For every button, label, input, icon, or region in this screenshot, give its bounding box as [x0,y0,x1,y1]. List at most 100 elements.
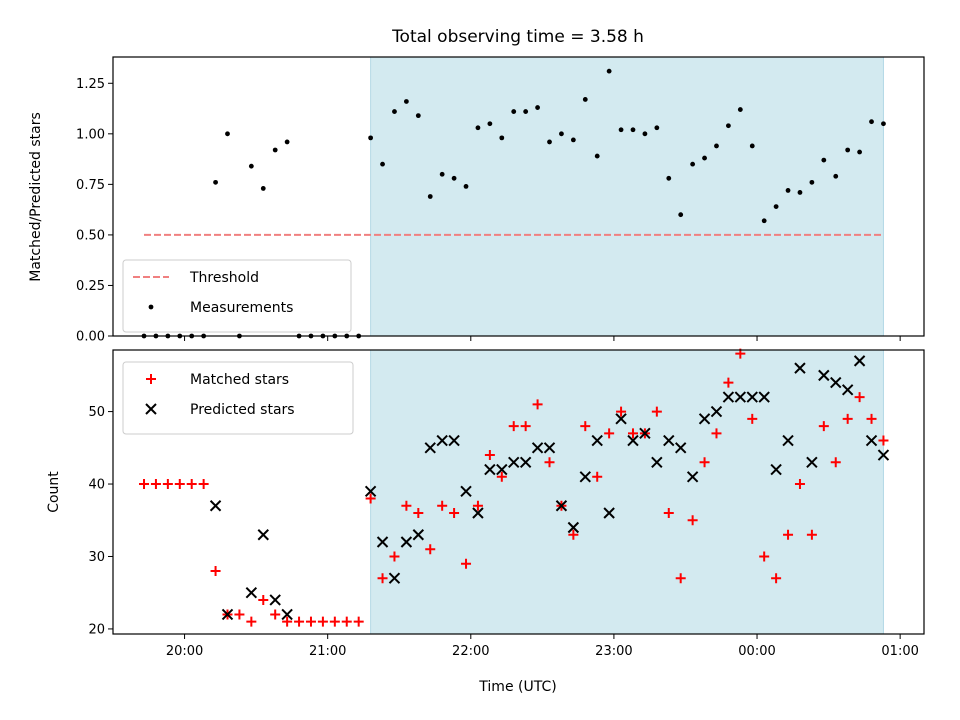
bottom-point-matched-stars [187,479,197,489]
top-observing-window [371,57,884,336]
top-point-measurements [416,113,421,118]
top-point-measurements [273,148,278,153]
bottom-point-predicted-stars [258,530,268,540]
top-point-measurements [452,176,457,181]
top-point-measurements [464,184,469,189]
top-point-measurements [285,140,290,145]
bottom-point-matched-stars [163,479,173,489]
bottom-observing-window [371,350,884,634]
top-point-measurements [738,107,743,112]
bottom-point-matched-stars [175,479,185,489]
bottom-point-matched-stars [306,617,316,627]
top-point-measurements [523,109,528,114]
top-point-measurements [833,174,838,179]
top-panel: 0.00 0.25 0.50 0.75 1.00 1.25 Threshold Measure… [76,57,924,345]
bottom-point-matched-stars [139,479,149,489]
top-point-measurements [583,97,588,102]
top-point-measurements [714,144,719,149]
top-point-measurements [619,127,624,132]
bottom-point-matched-stars [342,617,352,627]
x-tick-label: 22:00 [452,644,489,659]
top-point-measurements [535,105,540,110]
top-point-measurements [225,131,230,136]
bottom-point-predicted-stars [211,501,221,511]
top-point-measurements [702,156,707,161]
top-point-measurements [607,69,612,74]
bottom-point-matched-stars [246,617,256,627]
top-point-measurements [547,140,552,145]
top-point-measurements [774,204,779,209]
bottom-point-matched-stars [294,617,304,627]
bottom-point-matched-stars [234,609,244,619]
top-point-measurements [750,144,755,149]
top-point-measurements [643,131,648,136]
top-y-tick-label: 0.00 [76,330,105,345]
bottom-y-tick-label: 30 [88,550,105,565]
top-point-measurements [261,186,266,191]
bottom-point-matched-stars [354,617,364,627]
figure-title: Total observing time = 3.58 h [391,27,644,47]
bottom-point-matched-stars [151,479,161,489]
top-point-measurements [440,172,445,177]
top-y-tick-label: 0.50 [76,228,105,243]
top-point-measurements [476,125,481,130]
legend-label: Threshold [189,270,259,286]
x-tick-label: 20:00 [166,644,203,659]
top-point-measurements [666,176,671,181]
top-legend: Threshold Measurements [123,260,351,332]
top-point-measurements [786,188,791,193]
legend-label: Matched stars [190,372,289,388]
top-point-measurements [249,164,254,169]
top-point-measurements [857,150,862,155]
bottom-point-predicted-stars [246,588,256,598]
figure: Total observing time = 3.58 h 0.000.250.… [0,0,960,720]
top-y-tick-label: 0.75 [76,178,105,193]
bottom-point-matched-stars [199,479,209,489]
bottom-legend: Matched stars Predicted stars [123,362,353,434]
x-tick-label: 23:00 [595,644,632,659]
top-point-measurements [392,109,397,114]
bottom-point-predicted-stars [270,595,280,605]
top-point-measurements [213,180,218,185]
top-y-tick-label: 0.25 [76,279,105,294]
top-point-measurements [798,190,803,195]
legend-measurements-swatch [149,305,154,310]
bottom-point-matched-stars [330,617,340,627]
bottom-y-tick-label: 50 [88,405,105,420]
top-point-measurements [821,158,826,163]
x-tick-label: 21:00 [309,644,346,659]
top-point-measurements [690,162,695,167]
bottom-panel: 2030405020:00 21:00 22:00 23:00 00:00 01:00Ma… [88,349,924,659]
top-point-measurements [631,127,636,132]
bottom-ylabel: Count [46,471,62,513]
x-tick-label: 00:00 [738,644,775,659]
top-point-measurements [380,162,385,167]
top-point-measurements [404,99,409,104]
legend-label: Measurements [190,300,293,316]
top-point-measurements [726,123,731,128]
top-point-measurements [571,137,576,142]
top-point-measurements [869,119,874,124]
top-point-measurements [368,135,373,140]
top-point-measurements [428,194,433,199]
top-ylabel: Matched/Predicted stars [28,112,44,282]
legend-label: Predicted stars [190,402,295,418]
top-point-measurements [654,125,659,130]
top-point-measurements [487,121,492,126]
top-point-measurements [511,109,516,114]
top-point-measurements [678,212,683,217]
top-point-measurements [809,180,814,185]
top-point-measurements [845,148,850,153]
bottom-point-matched-stars [258,595,268,605]
top-y-tick-label: 1.00 [76,127,105,142]
bottom-point-matched-stars [211,566,221,576]
bottom-point-matched-stars [318,617,328,627]
top-y-tick-label: 1.25 [76,77,105,92]
bottom-y-tick-label: 20 [88,622,105,637]
x-tick-label: 01:00 [881,644,918,659]
bottom-point-matched-stars [270,609,280,619]
top-point-measurements [499,135,504,140]
top-point-measurements [881,121,886,126]
top-point-measurements [559,131,564,136]
bottom-xlabel: Time (UTC) [478,679,556,695]
